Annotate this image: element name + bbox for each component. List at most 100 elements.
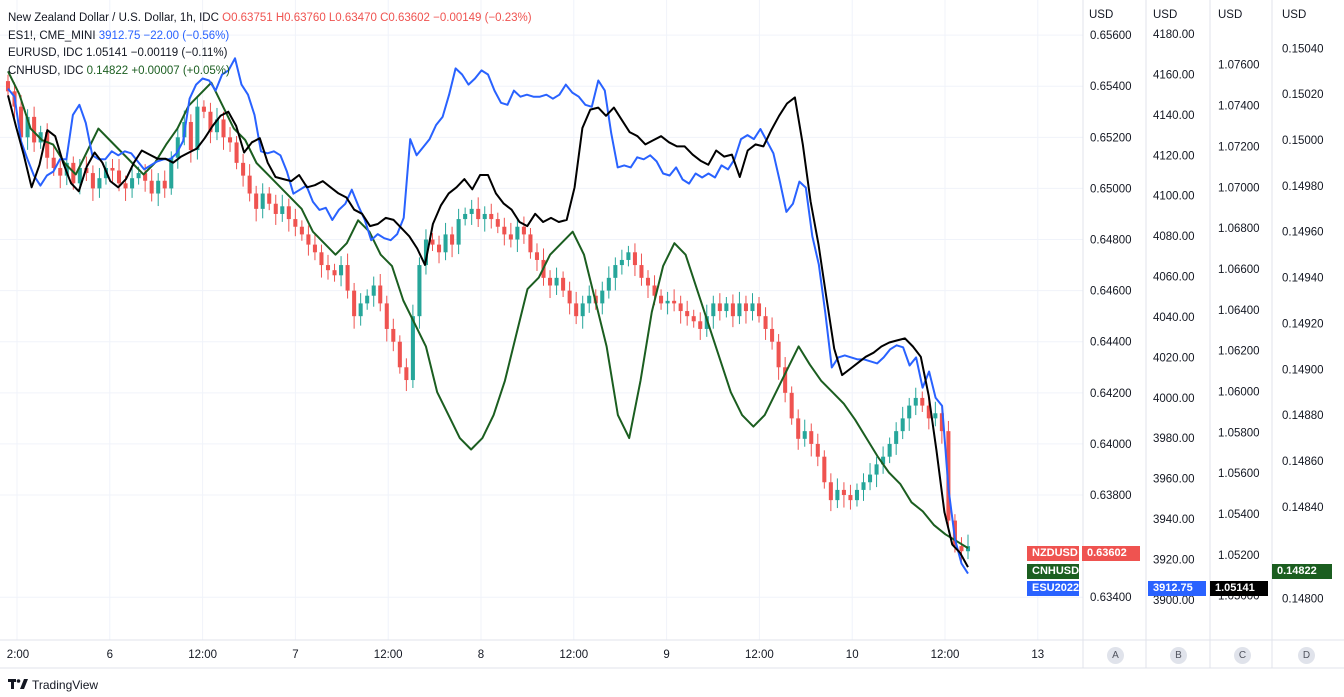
tradingview-brand[interactable]: TradingView — [32, 677, 99, 692]
candle-body — [626, 252, 631, 260]
esu2022-label-tag: ESU2022 — [1027, 581, 1079, 596]
legend-main-name: New Zealand Dollar / U.S. Dollar, 1h, ID… — [8, 12, 219, 24]
candle-body — [254, 193, 259, 209]
y-tick-label-b: 4180.00 — [1153, 29, 1195, 41]
candle-body — [90, 173, 95, 189]
candle-body — [280, 206, 285, 214]
axis-a-unit: USD — [1089, 9, 1114, 21]
y-tick-label-b: 3980.00 — [1153, 433, 1195, 445]
candle-body — [430, 239, 435, 245]
candle-body — [587, 295, 592, 304]
candle-body — [214, 119, 220, 133]
y-tick-label-c: 1.07200 — [1218, 141, 1260, 153]
candle-body — [881, 456, 886, 465]
candle-body — [502, 226, 507, 235]
candle-body — [77, 167, 82, 184]
y-tick-label-a: 0.64000 — [1090, 439, 1132, 451]
candle-body — [476, 208, 481, 220]
candle-body — [841, 489, 846, 496]
candle-body — [796, 418, 801, 439]
x-tick-label: 7 — [292, 649, 298, 661]
candle-body — [110, 167, 115, 171]
y-tick-label-b: 4020.00 — [1153, 352, 1195, 364]
candle-body — [417, 265, 422, 317]
candle-body — [260, 193, 265, 209]
candle-body — [548, 277, 553, 286]
cnhusd-price-tag: 0.14822 — [1272, 564, 1332, 579]
candle-body — [933, 413, 938, 419]
tradingview-logo-icon[interactable] — [8, 677, 28, 692]
candle-body — [371, 285, 376, 296]
pane-b-button[interactable]: B — [1170, 647, 1187, 664]
candle-body — [195, 106, 200, 151]
candle-body — [293, 219, 298, 227]
candle-body — [763, 316, 768, 329]
candle-body — [130, 178, 135, 189]
candle-body — [534, 252, 540, 260]
legend-cnh-values: 0.14822 +0.00007 (+0.05%) — [86, 64, 230, 77]
y-tick-label-d: 0.14960 — [1282, 227, 1324, 239]
candle-body — [463, 213, 468, 220]
candle-body — [384, 303, 389, 329]
nzdusd-label-tag: NZDUSD — [1027, 546, 1079, 561]
x-tick-label: 13 — [1031, 649, 1044, 661]
pane-a-button[interactable]: A — [1107, 647, 1124, 664]
x-tick-label: 6 — [107, 649, 113, 661]
legend-cnh-row[interactable]: CNHUSD, IDC 0.14822 +0.00007 (+0.05%) — [8, 63, 532, 81]
candle-body — [247, 175, 252, 194]
candle-body — [659, 295, 664, 304]
legend-main-row[interactable]: New Zealand Dollar / U.S. Dollar, 1h, ID… — [8, 10, 532, 28]
y-tick-label-a: 0.64800 — [1090, 235, 1132, 247]
y-tick-label-c: 1.06400 — [1218, 305, 1260, 317]
pane-d-button[interactable]: D — [1298, 647, 1315, 664]
y-tick-label-c: 1.05200 — [1218, 550, 1260, 562]
candle-body — [312, 244, 317, 253]
candle-body — [358, 303, 363, 317]
candle-body — [600, 290, 605, 304]
legend-es-row[interactable]: ES1!, CME_MINI 3912.75 −22.00 (−0.56%) — [8, 28, 532, 46]
y-tick-label-b: 4120.00 — [1153, 150, 1195, 162]
candle-body — [632, 252, 637, 266]
candle-body — [678, 303, 683, 312]
axis-d-unit: USD — [1282, 9, 1307, 21]
chart-legend: New Zealand Dollar / U.S. Dollar, 1h, ID… — [8, 10, 532, 80]
candle-body — [561, 277, 566, 291]
legend-eur-row[interactable]: EURUSD, IDC 1.05141 −0.00119 (−0.11%) — [8, 45, 532, 63]
candle-body — [776, 341, 781, 368]
y-tick-label-a: 0.65000 — [1090, 183, 1132, 195]
y-tick-label-d: 0.14840 — [1282, 502, 1324, 514]
y-tick-label-c: 1.07600 — [1218, 60, 1260, 72]
x-tick-label: 12:00 — [374, 649, 403, 661]
candle-body — [201, 106, 206, 112]
candle-body — [38, 132, 43, 143]
candle-body — [770, 328, 775, 342]
candle-body — [887, 443, 892, 457]
y-tick-label-d: 0.14900 — [1282, 364, 1324, 376]
candle-body — [267, 193, 272, 204]
candle-body — [959, 546, 964, 552]
legend-es-name: ES1!, CME_MINI — [8, 29, 96, 42]
candle-body — [208, 111, 213, 133]
y-tick-label-c: 1.07400 — [1218, 101, 1260, 113]
candle-body — [848, 495, 853, 501]
pane-c-button[interactable]: C — [1234, 647, 1251, 664]
y-tick-label-c: 1.05800 — [1218, 427, 1260, 439]
x-tick-label: 2:00 — [7, 649, 29, 661]
candle-body — [743, 303, 748, 312]
candle-body — [521, 226, 526, 235]
candle-body — [913, 397, 918, 406]
candle-body — [835, 489, 840, 501]
candle-body — [652, 285, 657, 296]
candle-body — [143, 173, 148, 181]
candle-body — [730, 303, 735, 317]
eurusd-price-tag: 1.05141 — [1210, 581, 1268, 596]
candle-body — [672, 300, 677, 304]
y-tick-label-d: 0.14860 — [1282, 456, 1324, 468]
nzdusd-price-tag: 0.63602 — [1082, 546, 1140, 561]
y-tick-label-d: 0.14940 — [1282, 273, 1324, 285]
candle-body — [802, 431, 807, 439]
candle-body — [809, 431, 814, 444]
y-tick-label-a: 0.64400 — [1090, 337, 1132, 349]
x-tick-label: 10 — [846, 649, 859, 661]
